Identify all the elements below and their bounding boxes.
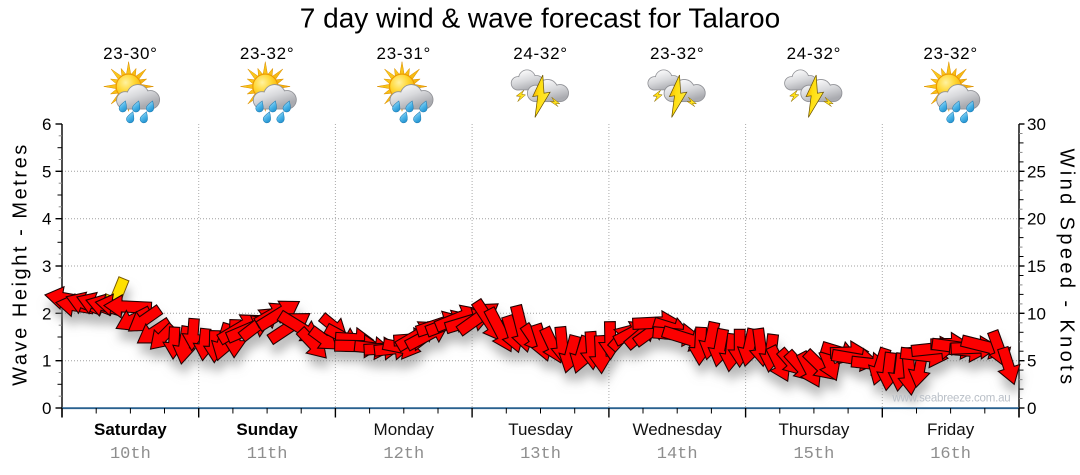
svg-text:23-30°: 23-30° (103, 44, 157, 63)
svg-text:20: 20 (1027, 210, 1046, 229)
svg-text:0: 0 (42, 399, 51, 418)
svg-text:Friday: Friday (927, 420, 975, 439)
svg-text:11th: 11th (247, 445, 288, 464)
svg-text:Monday: Monday (374, 420, 435, 439)
svg-text:15: 15 (1027, 257, 1046, 276)
svg-text:12th: 12th (383, 445, 424, 464)
svg-text:6: 6 (42, 115, 51, 134)
svg-text:23-32°: 23-32° (240, 44, 294, 63)
svg-text:Saturday: Saturday (94, 420, 167, 439)
svg-text:5: 5 (42, 162, 51, 181)
svg-text:24-32°: 24-32° (513, 44, 567, 63)
svg-text:13th: 13th (520, 445, 561, 464)
svg-text:Thursday: Thursday (778, 420, 849, 439)
svg-text:Wave Height - Metres: Wave Height - Metres (10, 142, 32, 386)
svg-text:Tuesday: Tuesday (508, 420, 573, 439)
svg-text:23-31°: 23-31° (377, 44, 431, 63)
svg-text:16th: 16th (930, 445, 971, 464)
svg-text:5: 5 (1027, 352, 1036, 371)
svg-text:2: 2 (42, 304, 51, 323)
svg-text:15th: 15th (793, 445, 834, 464)
svg-text:4: 4 (42, 210, 51, 229)
svg-text:10: 10 (1027, 304, 1046, 323)
svg-text:23-32°: 23-32° (650, 44, 704, 63)
svg-text:Wind Speed - Knots: Wind Speed - Knots (1056, 148, 1078, 387)
svg-text:10th: 10th (110, 445, 151, 464)
svg-text:Sunday: Sunday (236, 420, 298, 439)
svg-text:25: 25 (1027, 162, 1046, 181)
svg-text:0: 0 (1027, 399, 1036, 418)
svg-text:23-32°: 23-32° (923, 44, 977, 63)
svg-text:3: 3 (42, 257, 51, 276)
svg-text:1: 1 (42, 352, 51, 371)
svg-text:24-32°: 24-32° (787, 44, 841, 63)
svg-text:Wednesday: Wednesday (632, 420, 722, 439)
svg-text:14th: 14th (657, 445, 698, 464)
svg-text:7 day wind & wave forecast for: 7 day wind & wave forecast for Talaroo (300, 3, 780, 34)
svg-text:www.seabreeze.com.au: www.seabreeze.com.au (891, 393, 1010, 405)
svg-text:30: 30 (1027, 115, 1046, 134)
